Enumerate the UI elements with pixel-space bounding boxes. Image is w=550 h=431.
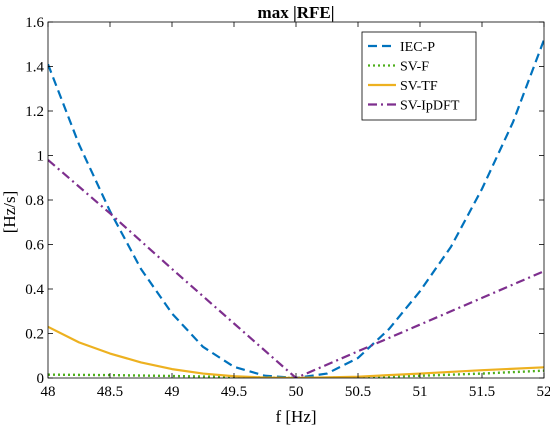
y-tick-label: 1.2 [25, 104, 44, 120]
y-tick-label: 0 [37, 371, 45, 387]
x-tick-label: 48.5 [97, 384, 123, 400]
x-tick-label: 49.5 [221, 384, 247, 400]
legend-label-iec-p: IEC-P [400, 40, 435, 55]
legend-label-sv-f: SV-F [400, 60, 429, 75]
y-tick-label: 1.6 [25, 15, 44, 31]
y-tick-label: 0.4 [25, 282, 44, 298]
y-tick-label: 0.8 [25, 193, 44, 209]
y-axis-label: [Hz/s] [0, 191, 19, 233]
x-tick-label: 51 [413, 384, 428, 400]
legend-label-sv-tf: SV-TF [400, 79, 438, 94]
x-tick-label: 50 [289, 384, 304, 400]
x-tick-label: 48 [41, 384, 56, 400]
legend-label-sv-ipdft: SV-IpDFT [400, 99, 460, 114]
series-line-iec-p [48, 39, 544, 378]
plot-area: 48 48.5 49 49.5 50 50.5 51 51.5 52 0 0.2 0.4 0.6 0.8 1… [25, 15, 550, 400]
series-line-sv-ipdft [48, 159, 544, 378]
x-axis-label: f [Hz] [275, 407, 316, 426]
x-tick-label: 49 [165, 384, 180, 400]
series-line-sv-tf [48, 325, 544, 378]
x-tick-label: 51.5 [469, 384, 495, 400]
chart-title: max |RFE| [258, 3, 335, 22]
legend-box [361, 31, 477, 121]
y-tick-label: 0.6 [25, 238, 44, 254]
legend: IEC-P SV-F SV-TF SV-IpDFT [361, 31, 477, 121]
x-tick-label: 50.5 [345, 384, 371, 400]
x-tick-label: 52 [537, 384, 550, 400]
y-tick-label: 0.2 [25, 327, 44, 343]
y-tick-label: 1 [37, 149, 45, 165]
y-tick-label: 1.4 [25, 60, 44, 76]
